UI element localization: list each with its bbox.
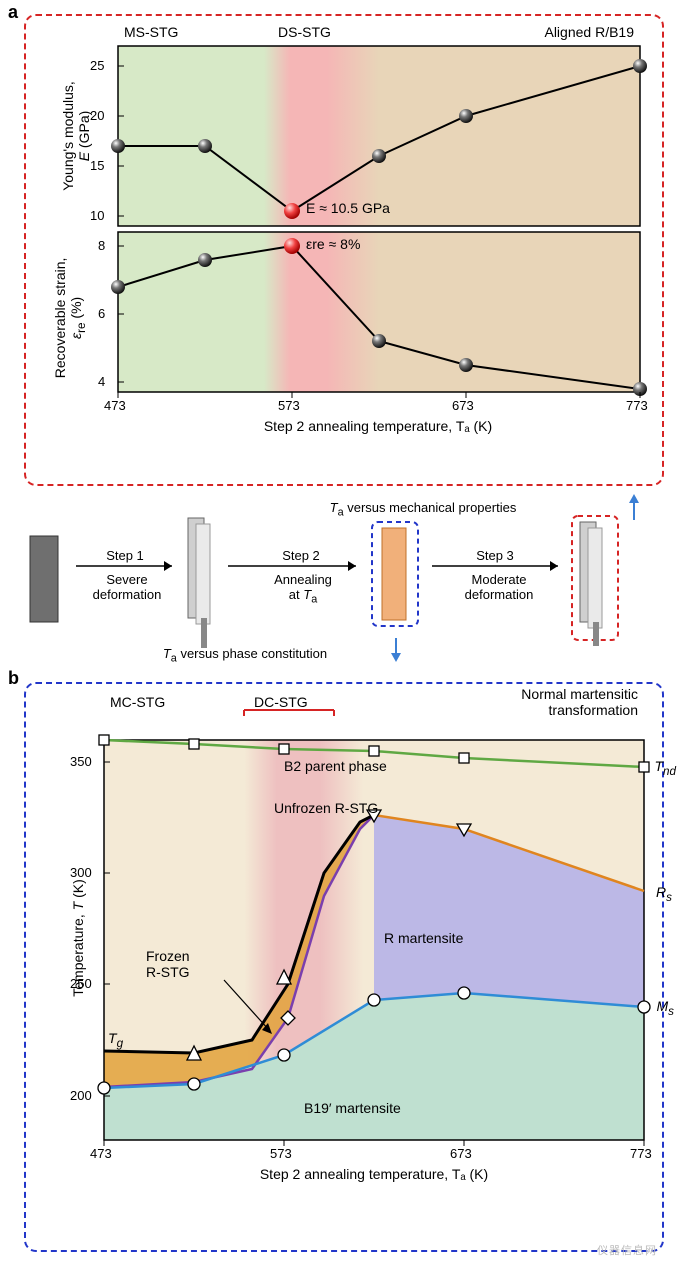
yt-b-200: 200: [70, 1088, 92, 1103]
yaxis-a2: Recoverable strain,εre (%): [52, 228, 88, 408]
flow-diagram: Step 1 Severedeformation Step 2 Annealin…: [20, 506, 670, 666]
annot-eps: εre ≈ 8%: [306, 236, 360, 252]
step2-top: Step 2: [256, 548, 346, 563]
panel-b-chart: MC-STG DC-STG Normal martensitictransfor…: [104, 740, 644, 1180]
xt-a-773: 773: [626, 398, 648, 413]
lbl-ms: Ms: [657, 998, 675, 1018]
xt-b-473: 473: [90, 1146, 112, 1161]
phase-b19: B19′ martensite: [304, 1100, 401, 1116]
region-mc: MC-STG: [110, 694, 165, 710]
watermark: 仪器信息网: [597, 1242, 657, 1258]
region-ms-stg: MS-STG: [124, 24, 178, 40]
yt-a1-20: 20: [90, 108, 104, 123]
step1-top: Step 1: [80, 548, 170, 563]
annot-e: E ≈ 10.5 GPa: [306, 200, 390, 216]
step3-top: Step 3: [450, 548, 540, 563]
xt-a-473: 473: [104, 398, 126, 413]
yt-b-350: 350: [70, 754, 92, 769]
xt-b-573: 573: [270, 1146, 292, 1161]
xaxis-a-title: Step 2 annealing temperature, Tₐ (K): [218, 418, 538, 434]
xt-a-573: 573: [278, 398, 300, 413]
yt-a2-4: 4: [98, 374, 105, 389]
xt-b-673: 673: [450, 1146, 472, 1161]
chart-a-svg: [118, 46, 640, 440]
step2-bottom: Annealingat Ta: [250, 572, 356, 606]
phase-unfrozen: Unfrozen R-STG: [274, 800, 378, 816]
region-ds-stg: DS-STG: [278, 24, 331, 40]
region-aligned: Aligned R/B19: [544, 24, 634, 40]
phase-rmart: R martensite: [384, 930, 463, 946]
region-dc: DC-STG: [254, 694, 308, 710]
xaxis-b-title: Step 2 annealing temperature, Tₐ (K): [214, 1166, 534, 1182]
yt-a2-8: 8: [98, 238, 105, 253]
yt-a2-6: 6: [98, 306, 105, 321]
caption-bottom: Ta versus phase constitution: [130, 646, 360, 665]
phase-b2: B2 parent phase: [284, 758, 387, 774]
lbl-tnd: Tnd: [654, 758, 676, 778]
panel-a-label: a: [8, 2, 18, 23]
yt-a1-25: 25: [90, 58, 104, 73]
yaxis-a1: Young's modulus,E (GPa): [60, 46, 92, 226]
xt-a-673: 673: [452, 398, 474, 413]
lbl-tg: Tg: [108, 1030, 123, 1050]
yaxis-b: Temperature, T (K): [70, 838, 86, 1038]
panel-a-charts: MS-STG DS-STG Aligned R/B19 10 15 20 25 …: [118, 46, 640, 440]
phase-frozen: FrozenR-STG: [146, 948, 190, 980]
caption-top: Ta versus mechanical properties: [298, 500, 548, 519]
yt-a1-10: 10: [90, 208, 104, 223]
step1-bottom: Severedeformation: [74, 572, 180, 602]
region-normal: Normal martensitictransformation: [521, 686, 638, 718]
yt-a1-15: 15: [90, 158, 104, 173]
xt-b-773: 773: [630, 1146, 652, 1161]
panel-b-label: b: [8, 668, 19, 689]
lbl-rs: Rs: [656, 884, 672, 904]
step3-bottom: Moderatedeformation: [444, 572, 554, 602]
